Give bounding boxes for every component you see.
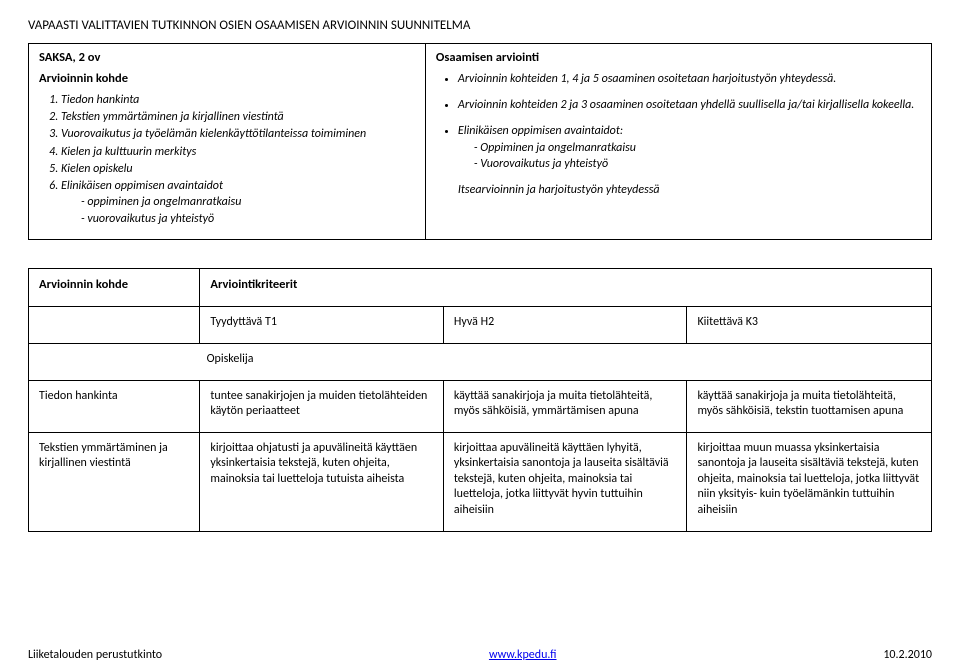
criteria-levels-row: Tyydyttävä T1 Hyvä H2 Kiitettävä K3 <box>29 307 931 344</box>
arviointi-subitem: Oppiminen ja ongelmanratkaisu <box>474 140 921 156</box>
criteria-header-right: Arviointikriteerit <box>200 269 931 306</box>
arviointi-item: Arvioinnin kohteiden 2 ja 3 osaaminen os… <box>458 97 921 113</box>
row-label: Tiedon hankinta <box>29 381 200 432</box>
kohde-item: Kielen opiskelu <box>61 161 415 177</box>
cell-t1: kirjoittaa ohjatusti ja apuvälineitä käy… <box>200 433 444 531</box>
footer-right: 10.2.2010 <box>883 648 932 662</box>
footer: Liiketalouden perustutkinto www.kpedu.fi… <box>28 648 932 662</box>
kohde-subitem: vuorovaikutus ja yhteistyö <box>81 211 415 227</box>
cell-k3: käyttää sanakirjoja ja muita tietolähtei… <box>687 381 931 432</box>
level-h2: Hyvä H2 <box>444 307 688 343</box>
arviointi-item: Arvioinnin kohteiden 1, 4 ja 5 osaaminen… <box>458 71 921 87</box>
kohde-item: Vuorovaikutus ja työelämän kielenkäyttöt… <box>61 126 415 142</box>
cell-h2: kirjoittaa apuvälineitä käyttäen lyhyitä… <box>444 433 688 531</box>
kohde-subitem: oppiminen ja ongelmanratkaisu <box>81 194 415 210</box>
osaamisen-arviointi-heading: Osaamisen arviointi <box>436 50 921 65</box>
arvioinnin-kohde-heading: Arvioinnin kohde <box>39 71 415 86</box>
criteria-spacer <box>39 352 207 366</box>
arviointi-item-plain: Itsearvioinnin ja harjoitustyön yhteydes… <box>436 182 921 198</box>
top-left-column: SAKSA, 2 ov Arvioinnin kohde Tiedon hank… <box>29 44 426 239</box>
page-title: VAPAASTI VALITTAVIEN TUTKINNON OSIEN OSA… <box>28 18 932 33</box>
kohde-sublist: oppiminen ja ongelmanratkaisu vuorovaiku… <box>61 194 415 227</box>
level-k3: Kiitettävä K3 <box>687 307 931 343</box>
kohde-item-label: Elinikäisen oppimisen avaintaidot <box>61 179 223 193</box>
cell-k3: kirjoittaa muun muassa yksinkertaisia sa… <box>687 433 931 531</box>
opiskelija-row: Opiskelija <box>29 344 931 381</box>
saksa-heading: SAKSA, 2 ov <box>39 50 415 65</box>
kohde-list: Tiedon hankinta Tekstien ymmärtäminen ja… <box>39 92 415 228</box>
top-right-column: Osaamisen arviointi Arvioinnin kohteiden… <box>426 44 931 239</box>
kohde-item: Tiedon hankinta <box>61 92 415 108</box>
footer-link[interactable]: www.kpedu.fi <box>489 648 557 662</box>
row-label: Tekstien ymmärtäminen ja kirjallinen vie… <box>29 433 200 531</box>
opiskelija-label: Opiskelija <box>207 352 254 366</box>
footer-left: Liiketalouden perustutkinto <box>28 648 162 662</box>
kohde-item: Tekstien ymmärtäminen ja kirjallinen vie… <box>61 109 415 125</box>
kohde-item: Elinikäisen oppimisen avaintaidot oppimi… <box>61 178 415 228</box>
arviointi-item-label: Elinikäisen oppimisen avaintaidot: <box>458 124 623 138</box>
criteria-header-left: Arvioinnin kohde <box>29 269 200 306</box>
arviointi-item: Elinikäisen oppimisen avaintaidot: Oppim… <box>458 123 921 172</box>
kohde-item: Kielen ja kulttuurin merkitys <box>61 144 415 160</box>
criteria-spacer <box>29 307 200 343</box>
level-t1: Tyydyttävä T1 <box>200 307 444 343</box>
cell-t1: tuntee sanakirjojen ja muiden tietolähte… <box>200 381 444 432</box>
top-box: SAKSA, 2 ov Arvioinnin kohde Tiedon hank… <box>28 43 932 240</box>
criteria-data-row: Tekstien ymmärtäminen ja kirjallinen vie… <box>29 433 931 531</box>
arviointi-subitem: Vuorovaikutus ja yhteistyö <box>474 156 921 172</box>
criteria-header-row: Arvioinnin kohde Arviointikriteerit <box>29 269 931 307</box>
criteria-data-row: Tiedon hankinta tuntee sanakirjojen ja m… <box>29 381 931 433</box>
cell-h2: käyttää sanakirjoja ja muita tietolähtei… <box>444 381 688 432</box>
arviointi-list: Arvioinnin kohteiden 1, 4 ja 5 osaaminen… <box>436 71 921 198</box>
arviointi-sublist: Oppiminen ja ongelmanratkaisu Vuorovaiku… <box>458 140 921 172</box>
criteria-table: Arvioinnin kohde Arviointikriteerit Tyyd… <box>28 268 932 532</box>
